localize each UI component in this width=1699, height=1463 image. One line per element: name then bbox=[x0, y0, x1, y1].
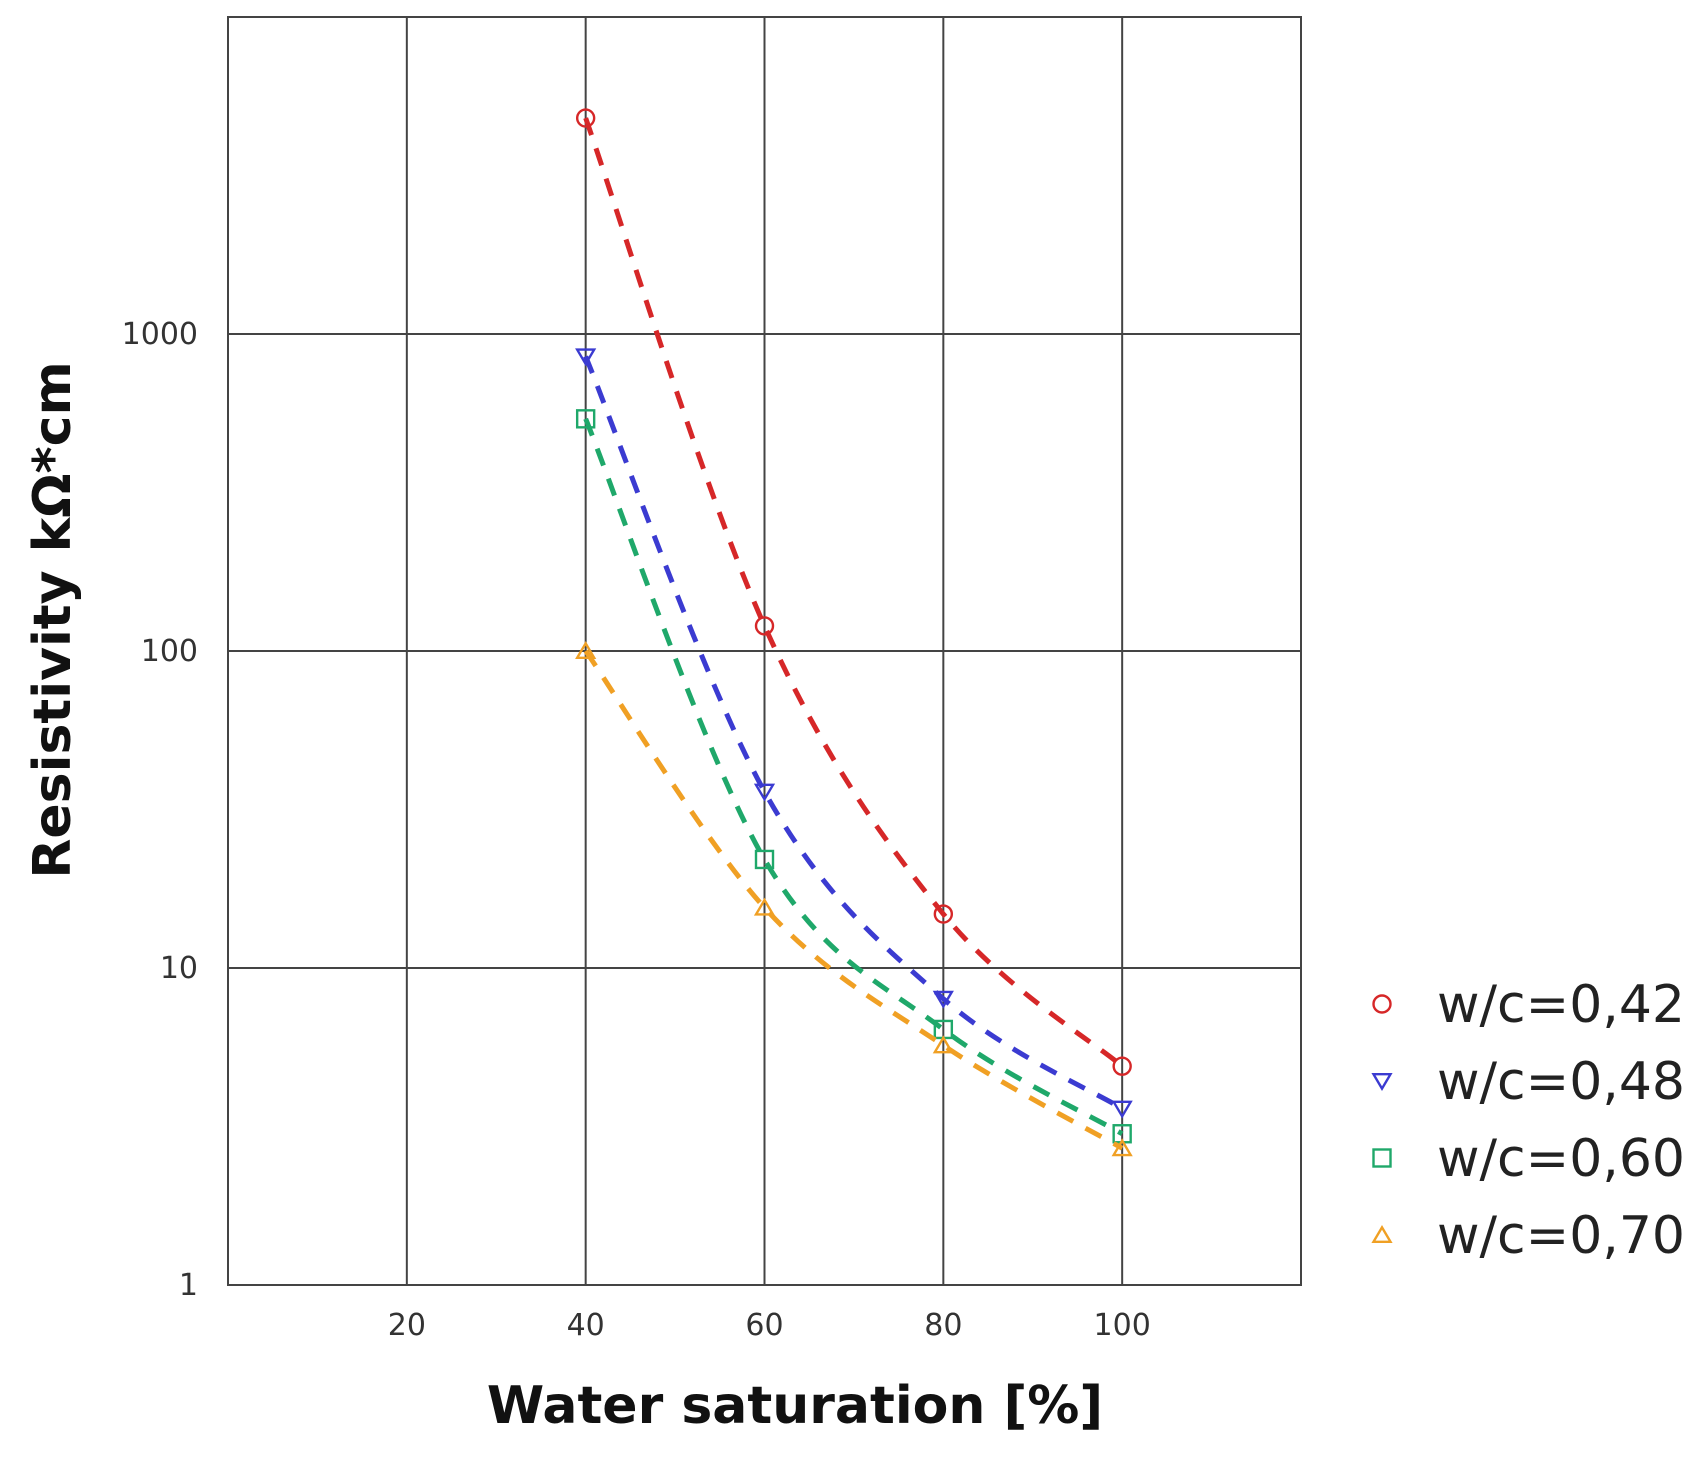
data-point bbox=[575, 409, 596, 429]
series-circle bbox=[575, 108, 1132, 1076]
y-tick-label: 1 bbox=[179, 1268, 198, 1303]
legend-marker bbox=[1371, 1072, 1393, 1092]
data-point bbox=[932, 1035, 954, 1054]
series-line bbox=[583, 649, 1124, 1151]
series-line bbox=[583, 117, 1124, 1069]
data-point bbox=[575, 108, 596, 128]
data-point bbox=[575, 348, 597, 367]
x-tick-label: 100 bbox=[1094, 1308, 1151, 1343]
series bbox=[575, 108, 1133, 1157]
legend-entry: w/c=0,48 bbox=[1371, 1052, 1685, 1112]
data-point bbox=[575, 640, 597, 659]
x-tick-label: 80 bbox=[924, 1308, 962, 1343]
data-point bbox=[753, 897, 776, 916]
series-triangle-down bbox=[575, 348, 1133, 1119]
legend: w/c=0,42 w/c=0,48 w/c=0,60 w/c=0,70 bbox=[1371, 975, 1685, 1266]
data-point bbox=[753, 783, 776, 802]
legend-entry: w/c=0,70 bbox=[1371, 1206, 1685, 1266]
data-point bbox=[933, 904, 954, 924]
tick-labels: 20 40 60 80 100 1 10 100 1000 bbox=[122, 317, 1151, 1343]
series-triangle-up bbox=[575, 640, 1133, 1157]
x-tick-label: 40 bbox=[567, 1308, 605, 1343]
legend-label: w/c=0,42 bbox=[1437, 975, 1685, 1035]
data-point bbox=[1112, 1056, 1132, 1076]
legend-label: w/c=0,70 bbox=[1437, 1206, 1685, 1266]
legend-marker bbox=[1371, 1224, 1393, 1244]
x-tick-label: 20 bbox=[388, 1308, 426, 1343]
y-tick-label: 1000 bbox=[122, 317, 198, 352]
y-axis-title: Resistivity kΩ*cm bbox=[23, 361, 83, 878]
legend-marker bbox=[1372, 994, 1392, 1014]
legend-entry: w/c=0,60 bbox=[1372, 1129, 1685, 1189]
legend-marker bbox=[1372, 1148, 1392, 1168]
legend-label: w/c=0,48 bbox=[1437, 1052, 1685, 1112]
y-tick-label: 10 bbox=[160, 951, 198, 986]
data-point bbox=[932, 990, 954, 1009]
legend-entry: w/c=0,42 bbox=[1372, 975, 1685, 1035]
plot-area-frame bbox=[227, 16, 1302, 1286]
series-line bbox=[583, 417, 1124, 1136]
data-point bbox=[1111, 1100, 1133, 1119]
data-point bbox=[754, 616, 775, 636]
x-axis-title: Water saturation [%] bbox=[487, 1376, 1103, 1436]
data-point bbox=[1111, 1138, 1133, 1157]
series-line bbox=[583, 355, 1124, 1111]
y-tick-label: 100 bbox=[141, 634, 198, 669]
x-tick-label: 60 bbox=[745, 1308, 783, 1343]
legend-label: w/c=0,60 bbox=[1437, 1129, 1685, 1189]
data-point bbox=[754, 849, 775, 870]
